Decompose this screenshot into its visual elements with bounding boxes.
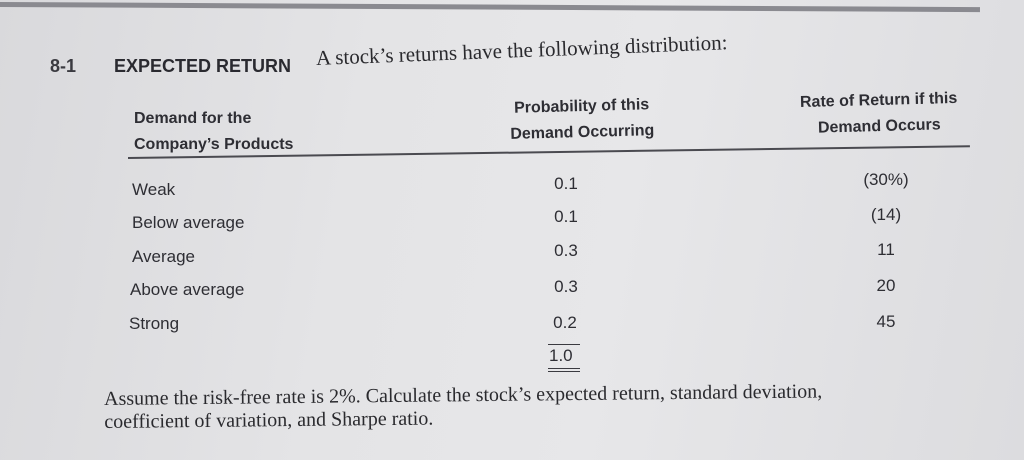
row-demand: Average — [132, 247, 196, 266]
total-double-rule — [548, 368, 580, 369]
row-return: 20 — [876, 276, 896, 295]
row-demand: Strong — [129, 314, 180, 333]
row-return: 45 — [876, 312, 896, 331]
problem-title: EXPECTED RETURN — [114, 56, 292, 76]
row-probability: 0.1 — [554, 174, 578, 193]
header-demand-line1: Demand for the — [134, 110, 252, 127]
row-return: (14) — [870, 205, 902, 224]
header-return-line1: Rate of Return if this — [799, 89, 958, 112]
row-probability: 0.2 — [553, 313, 577, 332]
header-probability-line2: Demand Occurring — [510, 122, 655, 143]
header-probability: Probability of this Demand Occurring — [481, 91, 682, 148]
probability-total: 1.0 — [549, 346, 573, 365]
problem-number: 8-1 — [50, 56, 77, 76]
problem-intro: A stock’s returns have the following dis… — [315, 30, 728, 70]
row-demand: Above average — [130, 280, 245, 299]
row-return: (30%) — [863, 170, 909, 189]
total-double-rule — [548, 371, 580, 372]
row-demand: Weak — [132, 180, 176, 199]
row-probability: 0.3 — [554, 277, 578, 296]
header-demand-line2: Company’s Products — [134, 136, 294, 153]
top-rule — [0, 2, 980, 13]
header-demand: Demand for the Company’s Products — [134, 106, 334, 158]
row-probability: 0.1 — [554, 207, 578, 226]
total-rule-top — [548, 344, 580, 345]
question-text: Assume the risk-free rate is 2%. Calcula… — [104, 379, 1004, 434]
row-demand: Below average — [132, 213, 245, 232]
row-return: 11 — [877, 240, 895, 259]
header-return-line2: Demand Occurs — [817, 116, 941, 137]
header-return: Rate of Return if this Demand Occurs — [783, 86, 974, 143]
row-probability: 0.3 — [554, 241, 578, 260]
